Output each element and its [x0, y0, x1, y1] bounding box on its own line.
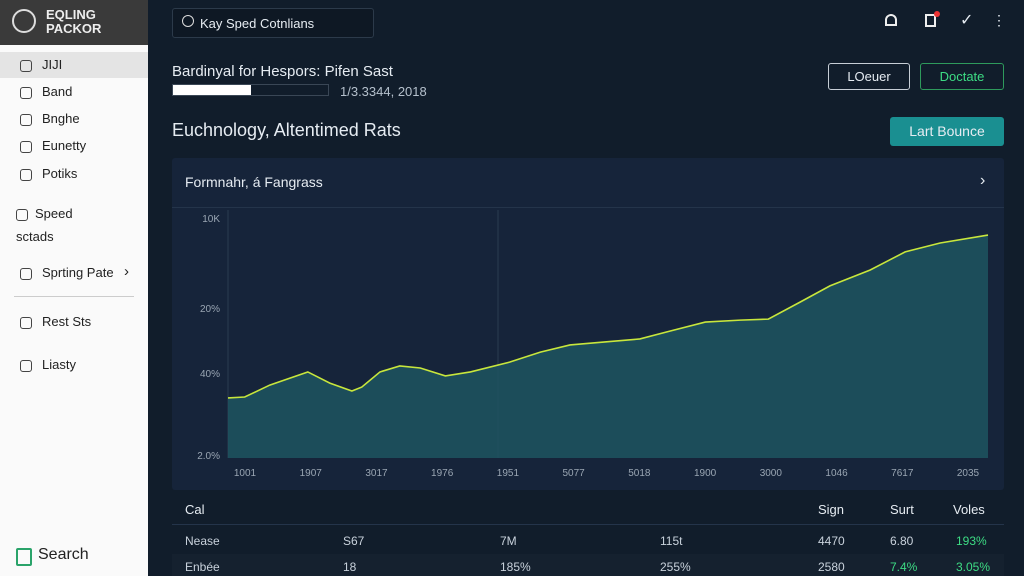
table-cell: 7.4%	[890, 560, 918, 574]
table-cell: Enbée	[185, 560, 220, 574]
x-tick-label: 1907	[300, 468, 323, 479]
row-stripe	[172, 554, 1004, 576]
table-header: Voles	[953, 502, 985, 517]
x-tick-label: 5077	[563, 468, 586, 479]
x-tick-label: 2035	[957, 468, 980, 479]
nav-item[interactable]: Eunetty	[42, 138, 87, 153]
table-cell: 4470	[818, 534, 845, 548]
table-cell: 18	[343, 560, 357, 574]
divider	[172, 207, 1004, 208]
y-tick-label: 20%	[200, 304, 220, 315]
x-tick-label: 1976	[431, 468, 454, 479]
nav-item[interactable]: Liasty	[42, 357, 76, 372]
y-tick-label: 40%	[200, 369, 220, 380]
search-text: Kay Sped Cotnlians	[200, 16, 315, 31]
chevron[interactable]: ›	[980, 172, 986, 189]
table-header: Surt	[890, 502, 914, 517]
progress-text: 1/3.3344, 2018	[340, 84, 427, 99]
nav-item[interactable]: Speed	[35, 206, 73, 221]
nav-item[interactable]: Potiks	[42, 166, 78, 181]
selected-row	[0, 52, 148, 78]
badge	[934, 11, 940, 17]
nav-icon	[20, 60, 32, 72]
x-tick-label: 3017	[365, 468, 388, 479]
line	[227, 234, 989, 399]
x-tick-label: 1900	[694, 468, 717, 479]
logo-icon	[12, 9, 36, 33]
logo-text: EQLING PACKOR	[46, 8, 101, 36]
nav-item[interactable]: sctads	[16, 229, 54, 244]
table-cell: 2580	[818, 560, 845, 574]
table-cell: S67	[343, 534, 365, 548]
table-cell: Nease	[185, 534, 220, 548]
user-icon[interactable]	[885, 14, 897, 26]
table-cell: 193%	[956, 534, 987, 548]
y-tick-label: 10K	[202, 214, 220, 225]
nav-item[interactable]: Band	[42, 84, 73, 99]
nav-item[interactable]: Bnghe	[42, 111, 80, 126]
button[interactable]: Doctate	[920, 63, 1004, 90]
primary-button[interactable]: Lart Bounce	[890, 117, 1004, 146]
search-box[interactable]	[172, 8, 374, 38]
logo-line: EQLING	[46, 7, 96, 22]
nav-icon	[20, 317, 32, 329]
progress-fill	[173, 85, 251, 95]
x-tick-label: 5018	[628, 468, 651, 479]
nav-icon	[20, 169, 32, 181]
button[interactable]: LOeuer	[828, 63, 910, 90]
nav-icon	[20, 114, 32, 126]
x-tick-label: 1046	[825, 468, 848, 479]
divider	[172, 524, 1004, 525]
nav-icon	[20, 141, 32, 153]
x-tick-label: 7617	[891, 468, 914, 479]
search-icon	[182, 15, 194, 27]
panel-title: Formnahr, á Fangrass	[185, 174, 323, 190]
table-cell: 6.80	[890, 534, 914, 548]
header-title: Bardinyal for Hespors: Pifen Sast	[172, 63, 393, 80]
chart: 10K 20% 40% 2.0% 1001 1907 3017 1976 1951 5077 501…	[197, 210, 989, 479]
nav-item[interactable]: JIJI	[42, 57, 63, 72]
nav-icon	[20, 87, 32, 99]
table-cell: 3.05%	[956, 560, 991, 574]
x-tick-label: 1001	[234, 468, 257, 479]
nav-item[interactable]: Rest Sts	[42, 314, 92, 329]
table-cell: 185%	[500, 560, 531, 574]
section-title: Euchnology, Altentimed Rats	[172, 120, 401, 140]
divider	[14, 296, 134, 297]
menu-icon[interactable]: ⋮	[992, 12, 1006, 28]
nav-chevron: ›	[124, 263, 129, 280]
table-header: Sign	[818, 502, 845, 517]
nav-icon	[16, 209, 28, 221]
logo-line: PACKOR	[46, 21, 102, 36]
area	[228, 235, 988, 458]
table-cell: 255%	[660, 560, 691, 574]
table-header: Cal	[185, 502, 205, 517]
table-cell: 7M	[500, 534, 517, 548]
sidebar: EQLING PACKOR JIJI Band Bnghe Eunetty Potiks S…	[0, 0, 148, 576]
x-tick-label: 1951	[497, 468, 520, 479]
x-tick-label: 3000	[760, 468, 783, 479]
progress-track	[172, 84, 329, 96]
table-cell: 115t	[660, 534, 683, 548]
doc-icon[interactable]	[925, 14, 936, 27]
check-icon[interactable]: ✓	[960, 12, 974, 29]
y-tick-label: 2.0%	[197, 451, 220, 462]
nav-item[interactable]: Sprting Pate	[42, 265, 114, 280]
nav-footer[interactable]: Search	[38, 546, 89, 563]
nav-icon	[20, 268, 32, 280]
nav-icon	[20, 360, 32, 372]
nav-icon	[16, 548, 32, 566]
